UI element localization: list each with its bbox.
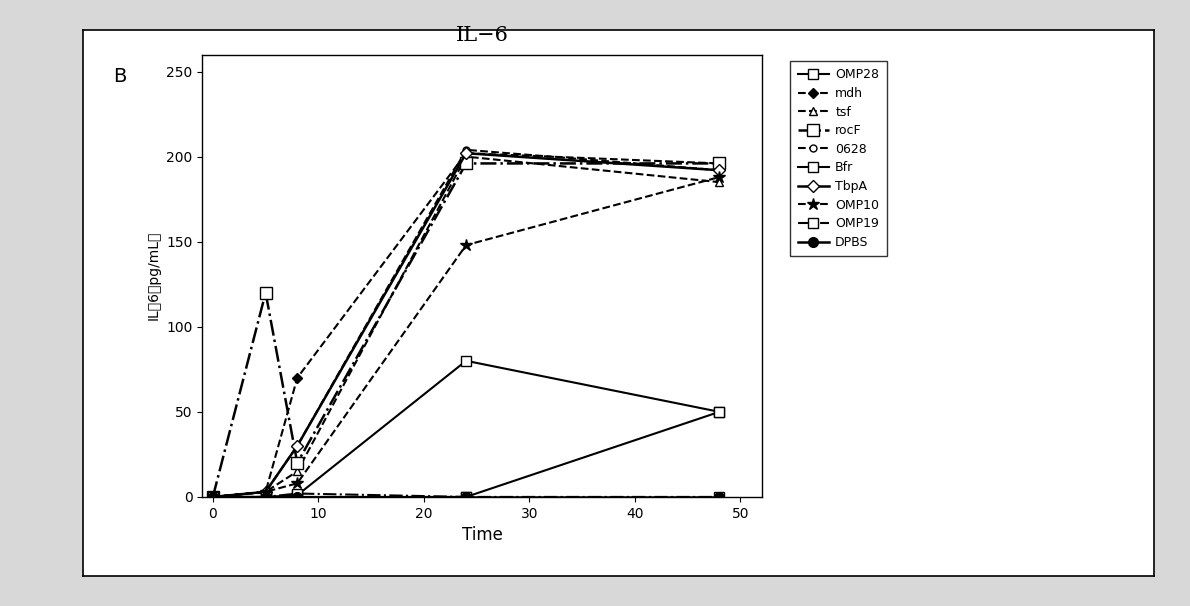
Legend: OMP28, mdh, tsf, rocF, 0628, Bfr, TbpA, OMP10, OMP19, DPBS: OMP28, mdh, tsf, rocF, 0628, Bfr, TbpA, … [790, 61, 887, 256]
Title: IL−6: IL−6 [456, 25, 508, 45]
Y-axis label: IL－6（pg/mL）: IL－6（pg/mL） [146, 231, 161, 321]
Text: B: B [113, 67, 126, 85]
X-axis label: Time: Time [462, 526, 502, 544]
